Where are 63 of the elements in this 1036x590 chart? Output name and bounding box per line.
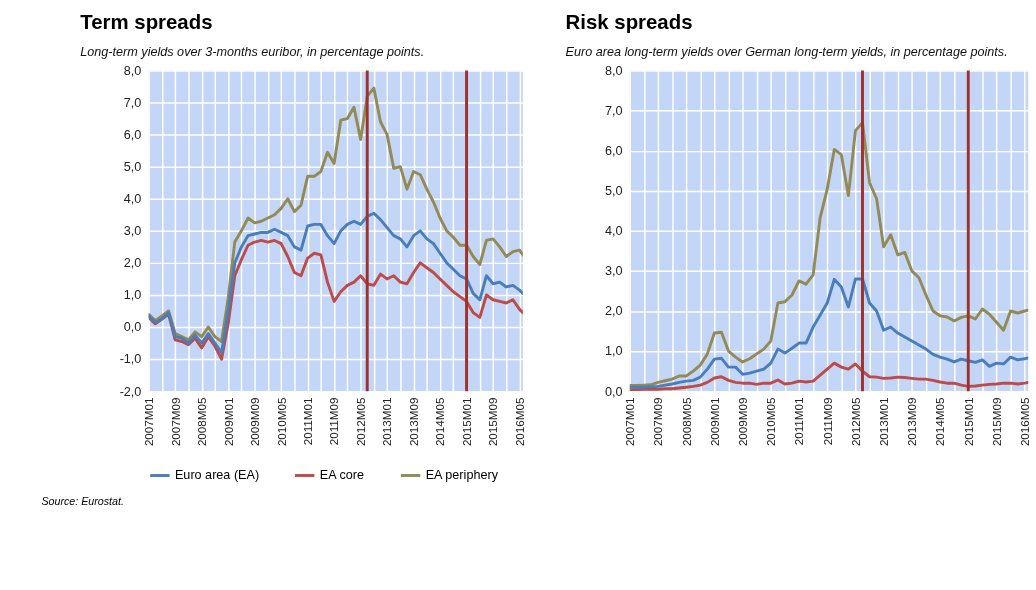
chart-subtitle: Euro area long-term yields over German long-term yields, in percentage points. xyxy=(565,44,1008,59)
chart-subtitle: Long-term yields over 3-months euribor, in percentage points. xyxy=(80,44,425,59)
x-tick-label: 2013M09 xyxy=(905,397,919,447)
x-tick-label: 2014M05 xyxy=(433,397,447,447)
line-series xyxy=(148,238,523,361)
y-tick-label: 3,0 xyxy=(123,224,142,239)
x-tick-label: 2016M05 xyxy=(512,397,526,447)
y-tick-label: 0,0 xyxy=(123,320,142,335)
y-tick-label: 5,0 xyxy=(123,160,142,175)
x-tick-label: 2007M01 xyxy=(623,397,637,447)
x-tick-label: 2009M01 xyxy=(221,397,235,447)
y-tick-label: 6,0 xyxy=(604,144,623,159)
y-tick-label: 0,0 xyxy=(604,384,623,399)
x-tick-label: 2007M09 xyxy=(651,397,665,447)
y-tick-label: -1,0 xyxy=(119,352,142,367)
y-tick-label: 1,0 xyxy=(604,344,623,359)
legend-label: Euro area (EA) xyxy=(174,468,260,483)
line-series xyxy=(148,86,523,343)
y-tick-label: 8,0 xyxy=(123,63,142,78)
legend-label: EA periphery xyxy=(425,468,499,483)
line-series xyxy=(629,277,1029,389)
x-tick-label: 2010M05 xyxy=(274,397,288,447)
x-tick-label: 2015M09 xyxy=(486,397,500,447)
y-tick-label: 7,0 xyxy=(604,103,623,118)
y-tick-label: 8,0 xyxy=(604,63,623,78)
x-tick-label: 2015M09 xyxy=(989,397,1003,447)
x-tick-label: 2011M09 xyxy=(327,397,341,446)
y-tick-label: 7,0 xyxy=(123,95,142,110)
line-series xyxy=(629,121,1029,388)
x-tick-label: 2007M01 xyxy=(142,397,156,447)
x-tick-label: 2012M05 xyxy=(848,397,862,447)
x-tick-label: 2015M01 xyxy=(961,397,975,447)
y-tick-label: 4,0 xyxy=(604,224,623,239)
x-tick-label: 2008M05 xyxy=(679,397,693,447)
x-tick-label: 2011M01 xyxy=(301,397,314,446)
x-tick-label: 2015M01 xyxy=(459,397,473,447)
y-tick-label: 3,0 xyxy=(604,264,623,279)
x-tick-label: 2011M01 xyxy=(792,397,806,446)
x-tick-label: 2013M01 xyxy=(380,397,394,447)
x-tick-label: 2009M09 xyxy=(248,397,262,447)
legend-label: EA core xyxy=(319,468,364,483)
y-tick-label: 5,0 xyxy=(604,184,623,199)
x-tick-label: 2010M05 xyxy=(764,397,778,447)
x-tick-label: 2009M01 xyxy=(707,397,721,447)
y-tick-label: 4,0 xyxy=(123,192,142,207)
line-series xyxy=(148,211,523,355)
y-tick-label: -2,0 xyxy=(119,384,142,399)
y-tick-label: 1,0 xyxy=(123,288,142,303)
x-tick-label: 2007M09 xyxy=(168,397,182,447)
source-note: Source: Eurostat. xyxy=(41,494,124,507)
x-tick-label: 2008M05 xyxy=(195,397,209,447)
y-tick-label: 2,0 xyxy=(604,304,623,319)
x-tick-label: 2016M05 xyxy=(1018,397,1032,447)
x-tick-label: 2013M09 xyxy=(406,397,420,447)
x-tick-label: 2012M05 xyxy=(353,397,367,447)
x-tick-label: 2014M05 xyxy=(933,397,947,447)
x-tick-label: 2013M01 xyxy=(877,397,891,447)
x-tick-label: 2011M09 xyxy=(820,397,834,446)
chart-title: Risk spreads xyxy=(565,10,693,33)
y-tick-label: 2,0 xyxy=(123,256,142,271)
chart-title: Term spreads xyxy=(80,10,213,33)
x-tick-label: 2009M09 xyxy=(735,397,749,447)
y-tick-label: 6,0 xyxy=(123,127,142,142)
